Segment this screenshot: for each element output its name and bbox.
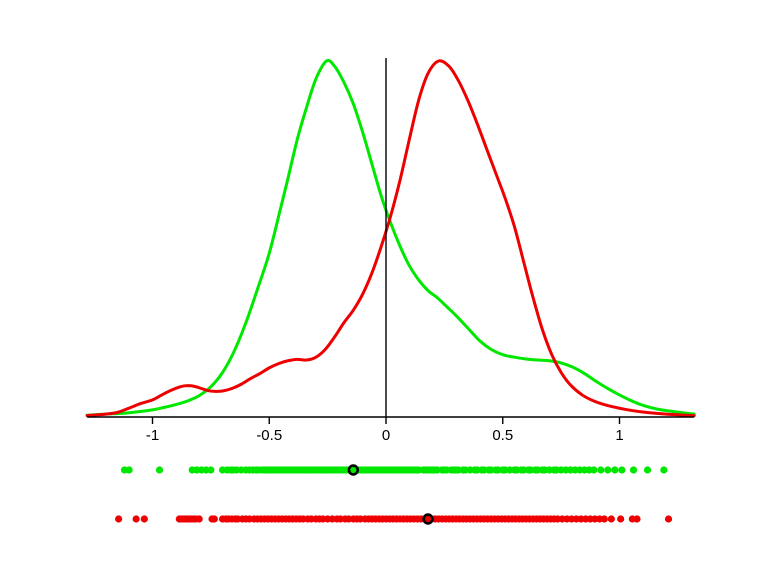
rug-point	[629, 466, 638, 474]
red-median-marker	[422, 513, 434, 525]
green-rug-strip	[120, 466, 668, 474]
rug-point	[617, 515, 625, 523]
density-curves-layer	[85, 58, 696, 418]
x-axis-tick-label: -0.5	[256, 427, 282, 444]
rug-point	[590, 466, 598, 474]
rug-point	[604, 466, 612, 474]
rug-point	[155, 466, 164, 474]
rug-point	[140, 515, 148, 523]
green-median-marker	[347, 464, 360, 476]
rug-point	[597, 466, 605, 474]
median-markers-layer	[347, 464, 434, 525]
rug-point	[600, 515, 608, 523]
rug-point	[618, 466, 626, 474]
rug-point	[195, 515, 203, 523]
rug-point	[664, 515, 673, 523]
x-axis-ticks	[151, 417, 621, 424]
red-density-curve	[85, 59, 696, 418]
x-axis-tick-labels: -1 -0.5 0 0.5 1	[146, 427, 624, 444]
x-axis-tick-label: 0.5	[492, 427, 513, 444]
x-axis-tick-label: 1	[615, 427, 623, 444]
axis-layer: -1 -0.5 0 0.5 1	[87, 58, 695, 444]
rug-point	[643, 466, 652, 474]
rug-point	[207, 466, 215, 474]
x-axis-tick-label: 0	[382, 427, 390, 444]
green-density-curve	[85, 58, 696, 417]
rug-point	[660, 466, 668, 474]
rug-point	[611, 466, 619, 474]
rug-point	[607, 515, 615, 523]
rug-point	[210, 515, 218, 523]
rug-point	[125, 466, 133, 474]
rug-point	[132, 515, 140, 523]
x-axis-tick-label: -1	[146, 427, 159, 444]
rug-point	[633, 515, 641, 523]
red-rug-strip	[115, 515, 673, 523]
rug-point	[115, 515, 123, 523]
